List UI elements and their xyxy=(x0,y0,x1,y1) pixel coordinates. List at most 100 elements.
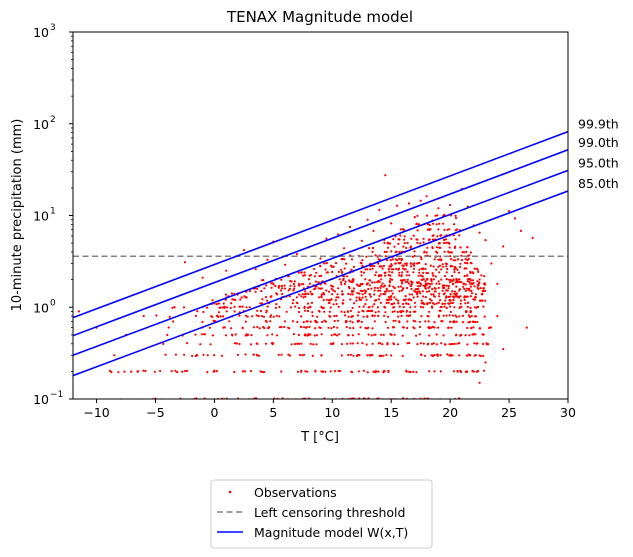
observation-point xyxy=(390,303,393,306)
observation-point xyxy=(470,262,473,265)
observation-point xyxy=(270,286,273,289)
observation-point xyxy=(374,274,377,277)
observation-point xyxy=(316,315,319,318)
observation-point xyxy=(333,319,336,323)
observation-point xyxy=(481,299,484,302)
observation-point xyxy=(355,296,358,299)
observation-point xyxy=(411,293,414,296)
observation-point xyxy=(113,354,116,357)
observation-point xyxy=(416,295,419,298)
observation-point xyxy=(458,315,461,318)
observation-point xyxy=(241,326,244,329)
observation-point xyxy=(412,271,415,274)
observation-point xyxy=(108,369,111,372)
observation-point xyxy=(155,314,158,317)
observation-point xyxy=(450,258,453,261)
observation-point xyxy=(448,281,451,284)
observation-point xyxy=(386,241,389,245)
observation-point xyxy=(397,242,400,245)
observation-point xyxy=(418,290,421,293)
y-tick-label: 10 xyxy=(33,117,49,132)
observation-point xyxy=(305,292,308,296)
observation-point xyxy=(318,274,321,278)
observation-point xyxy=(422,295,425,298)
observation-point xyxy=(264,342,268,345)
observation-point xyxy=(460,281,463,284)
observation-point xyxy=(362,315,365,318)
observation-point xyxy=(358,296,361,299)
chart-title: TENAX Magnitude model xyxy=(226,8,413,26)
observation-point xyxy=(425,251,428,254)
observation-point xyxy=(449,293,452,296)
observation-point xyxy=(466,343,469,346)
observation-point xyxy=(362,310,365,313)
observation-point xyxy=(256,309,259,312)
observation-point xyxy=(168,315,171,318)
observation-point xyxy=(384,255,387,258)
observation-point xyxy=(449,264,452,267)
observation-point xyxy=(474,315,477,318)
observation-point xyxy=(373,281,376,284)
observation-point xyxy=(330,334,333,337)
observation-point xyxy=(450,251,453,254)
observation-point xyxy=(341,302,344,305)
observation-point xyxy=(320,274,323,277)
observation-point xyxy=(289,306,292,309)
observation-point xyxy=(426,314,429,318)
observation-point xyxy=(307,278,311,281)
observation-point xyxy=(414,288,417,291)
observation-point xyxy=(377,370,380,373)
observation-point xyxy=(412,326,415,329)
observation-point xyxy=(409,262,412,265)
observation-point xyxy=(412,267,416,270)
observation-point xyxy=(388,284,391,287)
observation-point xyxy=(437,314,441,317)
observation-point xyxy=(437,207,440,210)
observation-point xyxy=(224,334,228,337)
observation-point xyxy=(345,320,348,323)
observation-point xyxy=(449,279,452,282)
observation-point xyxy=(413,264,416,267)
observation-point xyxy=(472,272,475,275)
observation-point xyxy=(380,274,383,277)
x-tick-label: 5 xyxy=(269,405,277,420)
observation-point xyxy=(395,250,398,253)
observation-point xyxy=(303,309,307,312)
observation-point xyxy=(458,265,462,269)
observation-point xyxy=(383,293,387,296)
observation-point xyxy=(464,302,467,305)
observation-point xyxy=(263,287,266,290)
observation-point xyxy=(280,353,283,356)
observation-point xyxy=(399,310,402,313)
observation-point xyxy=(263,327,266,330)
observation-point xyxy=(233,370,236,374)
observation-point xyxy=(449,203,452,207)
observation-point xyxy=(466,246,469,249)
observation-point xyxy=(320,287,323,290)
observation-point xyxy=(346,342,349,345)
observation-point xyxy=(418,325,422,329)
observation-point xyxy=(230,327,233,330)
observation-point xyxy=(340,281,343,284)
y-tick-exponent: 2 xyxy=(50,115,56,125)
observation-point xyxy=(356,320,359,323)
observation-point xyxy=(319,265,322,268)
observation-point xyxy=(447,278,451,281)
observation-point xyxy=(252,353,255,356)
observation-point xyxy=(359,289,362,292)
observation-point xyxy=(445,314,448,317)
observation-point xyxy=(309,290,312,293)
observation-point xyxy=(277,285,280,288)
observation-point xyxy=(355,354,359,357)
observation-point xyxy=(496,282,499,285)
observation-point xyxy=(380,278,383,281)
observation-point xyxy=(418,320,421,323)
observation-point xyxy=(401,354,404,357)
observation-point xyxy=(469,285,472,288)
observation-point xyxy=(337,296,340,299)
observation-point xyxy=(278,315,281,318)
observation-point xyxy=(322,298,325,302)
observation-point xyxy=(301,293,304,296)
observation-point xyxy=(461,321,464,324)
